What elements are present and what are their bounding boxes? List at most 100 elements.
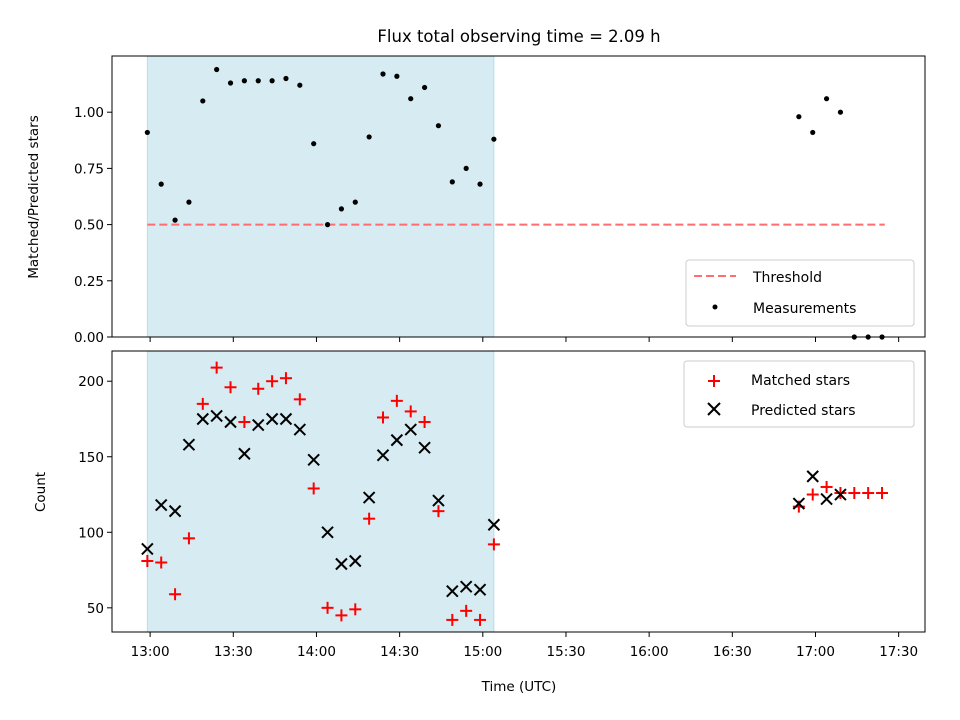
predicted-star-point (293, 423, 307, 436)
bottom-y-tick-label: 50 (87, 601, 104, 617)
top-y-tick-label: 0.25 (74, 274, 104, 290)
matched-star-point (432, 505, 445, 518)
matched-star-point (321, 601, 334, 614)
measurement-point (408, 96, 414, 102)
matched-star-point (349, 603, 362, 616)
matched-star-point (390, 394, 403, 407)
bottom-y-tick-label: 200 (78, 374, 104, 390)
bottom-shaded-region (146, 350, 495, 633)
bottom-y-tick-label: 100 (78, 525, 104, 541)
measurement-point (366, 134, 372, 140)
x-tick-label: 16:30 (713, 644, 752, 660)
measurement-point (796, 114, 802, 120)
measurement-point (241, 78, 247, 84)
matched-star-point (307, 482, 320, 495)
top-plot-frame (111, 55, 926, 338)
measurement-point (172, 217, 178, 223)
measurement-point (380, 71, 386, 77)
measurement-point (823, 96, 830, 102)
predicted-star-point (265, 412, 279, 426)
matched-star-point (155, 556, 168, 569)
measurement-point (810, 129, 816, 136)
bottom-legend-frame (683, 360, 915, 428)
predicted-star-point (834, 488, 847, 501)
predicted-star-point (487, 518, 501, 531)
predicted-star-point (141, 542, 154, 556)
measurement-point (269, 78, 275, 84)
predicted-star-point (404, 423, 417, 436)
x-tick-label: 14:30 (380, 644, 419, 660)
matched-star-point (363, 512, 376, 525)
measurement-point (255, 78, 261, 84)
chart-title: Flux total observing time = 2.09 h (377, 27, 660, 46)
measurement-point (297, 82, 303, 88)
top-y-axis: 0.00 0.25 0.50 0.75 1.00 (74, 105, 112, 346)
predicted-star-point (168, 504, 182, 518)
top-y-tick-label: 1.00 (74, 105, 104, 121)
legend-threshold-label: Threshold (752, 270, 822, 286)
bottom-plot-frame (111, 350, 926, 633)
top-y-axis-label: Matched/Predicted stars (26, 115, 42, 278)
top-legend: Threshold Measurements (685, 259, 915, 327)
bottom-y-axis-label: Count (33, 472, 49, 512)
predicted-star-point (238, 447, 251, 460)
legend-predicted-swatch (707, 402, 721, 416)
top-shaded-region (146, 55, 495, 338)
predicted-star-point (321, 526, 334, 539)
predicted-star-point (182, 438, 196, 451)
matched-star-point (474, 613, 487, 626)
bottom-panel: 50 100 150 200 13:00 13:30 14:00 14:30 15:00 15:… (33, 350, 926, 695)
measurement-point (449, 179, 455, 185)
predicted-star-point (446, 585, 459, 598)
measurement-point (283, 75, 289, 82)
measurement-point (214, 66, 220, 73)
legend-measurements-label: Measurements (753, 301, 856, 317)
measurement-point (227, 80, 234, 86)
predicted-star-point (418, 441, 431, 454)
top-panel: 0.00 0.25 0.50 0.75 1.00 Matched/Predicted s… (26, 55, 926, 346)
measurement-point (394, 73, 400, 79)
matched-star-point (141, 554, 154, 567)
matched-star-point (876, 487, 889, 500)
matched-star-point (806, 488, 819, 501)
top-legend-frame (685, 259, 915, 327)
measurement-point (200, 98, 206, 104)
x-tick-label: 14:00 (297, 644, 336, 660)
x-tick-label: 15:00 (463, 644, 502, 660)
matched-star-point (820, 480, 833, 493)
x-axis-label: Time (UTC) (481, 679, 557, 695)
matched-star-points (141, 361, 889, 626)
x-tick-label: 16:00 (630, 644, 669, 660)
x-tick-label: 17:30 (879, 644, 918, 660)
matched-star-point (460, 604, 473, 617)
x-tick-label: 17:00 (796, 644, 835, 660)
measurement-point (837, 109, 844, 115)
matched-star-point (252, 382, 265, 395)
measurement-point (311, 141, 317, 147)
measurement-point (352, 199, 358, 205)
legend-matched-label: Matched stars (751, 373, 850, 389)
matched-star-point (848, 487, 861, 500)
measurement-point (158, 181, 164, 187)
matched-star-point (224, 381, 237, 394)
matched-star-point (182, 532, 195, 545)
predicted-star-point (196, 412, 210, 426)
predicted-star-point (210, 409, 223, 423)
legend-matched-swatch (708, 375, 720, 387)
x-tick-label: 13:00 (131, 644, 170, 660)
measurement-point (491, 136, 497, 142)
predicted-star-point (792, 497, 806, 510)
bottom-x-axis: 13:00 13:30 14:00 14:30 15:00 15:30 16:00 16:30… (131, 632, 918, 660)
legend-predicted-label: Predicted stars (751, 403, 856, 419)
matched-star-point (279, 372, 292, 385)
measurement-point (463, 165, 469, 171)
matched-star-point (446, 613, 459, 626)
matched-star-point (377, 411, 389, 424)
matched-star-point (238, 416, 251, 429)
matched-star-point (487, 538, 500, 551)
measurement-point (435, 123, 442, 129)
matched-star-point (196, 397, 209, 410)
measurement-point (421, 84, 428, 91)
measurement-point (186, 199, 192, 205)
